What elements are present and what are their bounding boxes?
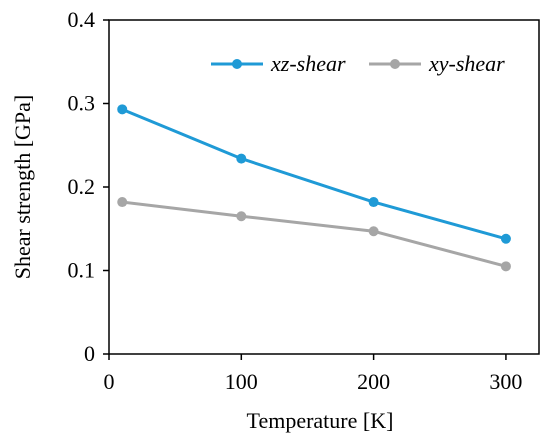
- legend-swatch-marker: [390, 59, 400, 69]
- data-point-xz-shear: [368, 197, 379, 208]
- legend-item-xz-shear: xz-shear: [211, 51, 346, 76]
- x-tick-label: 300: [489, 369, 522, 394]
- series-line-xy-shear: [122, 200, 507, 268]
- y-axis-label: Shear strength [GPa]: [10, 95, 35, 280]
- data-point-xz-shear: [236, 153, 247, 164]
- y-tick-label: 0.4: [68, 7, 96, 32]
- x-tick-label: 200: [357, 369, 390, 394]
- data-point-xz-shear: [500, 233, 511, 244]
- series-line-xz-shear: [121, 107, 507, 241]
- data-point-xz-shear: [117, 104, 128, 115]
- data-point-xy-shear: [117, 197, 128, 208]
- y-tick-label: 0: [84, 341, 95, 366]
- y-tick-label: 0.2: [68, 174, 96, 199]
- x-tick-label: 100: [225, 369, 258, 394]
- y-tick-label: 0.3: [68, 91, 96, 116]
- tick-group: 0 100 200 300 0 0.1 0.2 0.3 0.4: [68, 7, 523, 394]
- data-point-xy-shear: [236, 211, 247, 222]
- series-group: [117, 104, 511, 272]
- legend-label: xz-shear: [270, 51, 346, 76]
- legend: xz-shear xy-shear: [211, 51, 505, 76]
- y-tick-label: 0.1: [68, 258, 96, 283]
- x-axis-label: Temperature [K]: [247, 408, 394, 433]
- data-point-xy-shear: [368, 226, 379, 237]
- data-point-xy-shear: [500, 261, 511, 272]
- legend-item-xy-shear: xy-shear: [369, 51, 505, 76]
- x-tick-label: 0: [104, 369, 115, 394]
- legend-label: xy-shear: [428, 51, 505, 76]
- legend-swatch-marker: [232, 59, 242, 69]
